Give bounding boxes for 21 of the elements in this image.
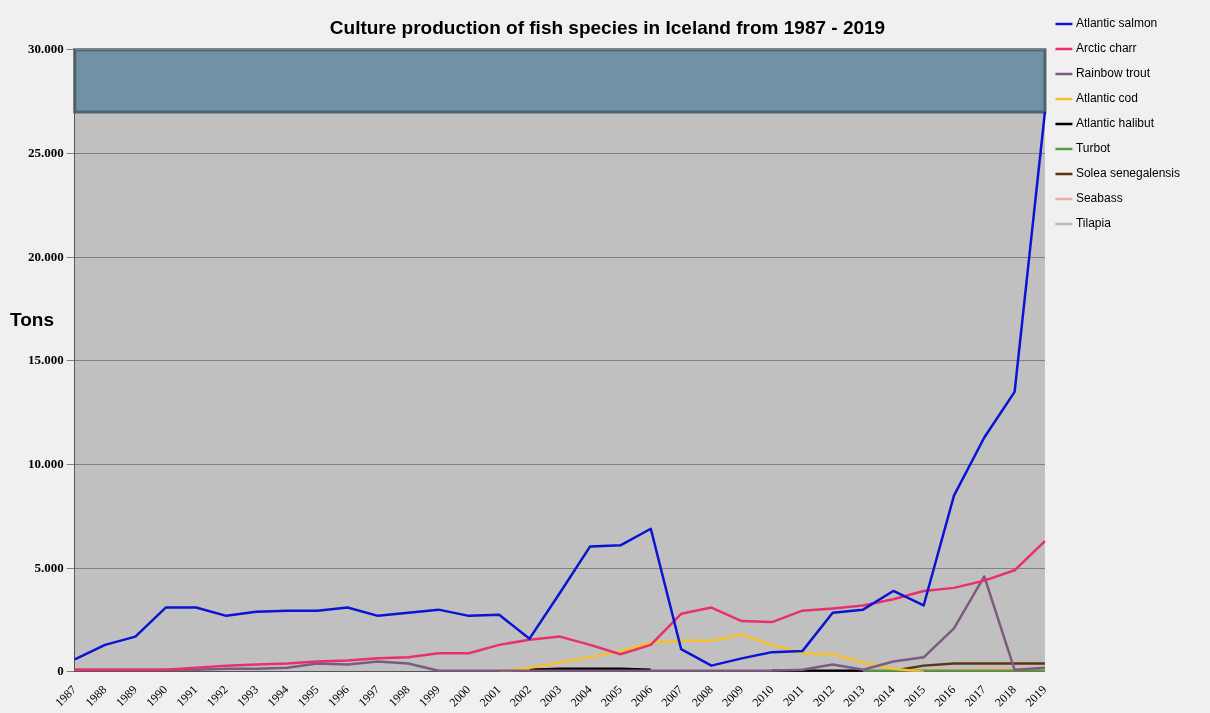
legend-label: Turbot [1075,141,1111,156]
y-tick-label: 15.000 [28,352,64,368]
y-tick-label: 10.000 [28,455,64,471]
legend-label: Tilapia [1075,216,1112,231]
y-tick-label: 30.000 [28,41,64,57]
legend-label: Seabass [1075,191,1123,206]
y-axis-title: Tons [10,309,54,331]
y-tick-label: 20.000 [28,248,64,264]
x-tick-label: 1991 [173,682,201,710]
chart-title: Culture production of fish species in Iceland from 1987 - 2019 [329,16,886,38]
legend-label: Solea senegalensis [1075,166,1180,181]
x-tick-label: 2011 [780,682,807,709]
y-tick-label: 0 [57,663,64,679]
x-tick-label: 1988 [82,682,110,710]
y-tick-label: 5.000 [34,559,64,575]
legend-label: Atlantic halibut [1075,116,1155,131]
legend-label: Rainbow trout [1075,66,1151,81]
legend-label: Atlantic salmon [1075,16,1158,31]
y-tick-label: 25.000 [28,144,64,160]
legend-label: Arctic charr [1075,41,1137,56]
legend-label: Atlantic cod [1075,91,1138,106]
